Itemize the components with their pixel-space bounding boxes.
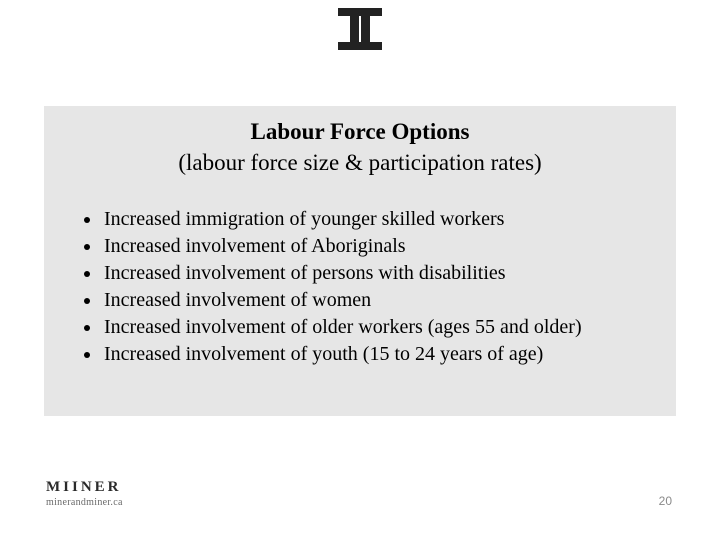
bullet-list: Increased immigration of younger skilled…: [62, 206, 658, 368]
content-panel: Labour Force Options (labour force size …: [44, 106, 676, 416]
heading-title: Labour Force Options: [62, 118, 658, 147]
list-item: Increased involvement of persons with di…: [102, 260, 658, 287]
heading-subtitle: (labour force size & participation rates…: [62, 147, 658, 178]
list-item: Increased involvement of youth (15 to 24…: [102, 341, 658, 368]
footer-logo: MIINER minerandminer.ca: [46, 479, 123, 508]
roman-numeral-two-icon: [338, 8, 382, 55]
list-item: Increased involvement of Aboriginals: [102, 233, 658, 260]
slide-heading: Labour Force Options (labour force size …: [62, 118, 658, 178]
list-item: Increased immigration of younger skilled…: [102, 206, 658, 233]
footer-url: minerandminer.ca: [46, 497, 123, 508]
list-item: Increased involvement of older workers (…: [102, 314, 658, 341]
page-number: 20: [659, 494, 672, 508]
list-item: Increased involvement of women: [102, 287, 658, 314]
footer-brand: MIINER: [46, 479, 123, 496]
